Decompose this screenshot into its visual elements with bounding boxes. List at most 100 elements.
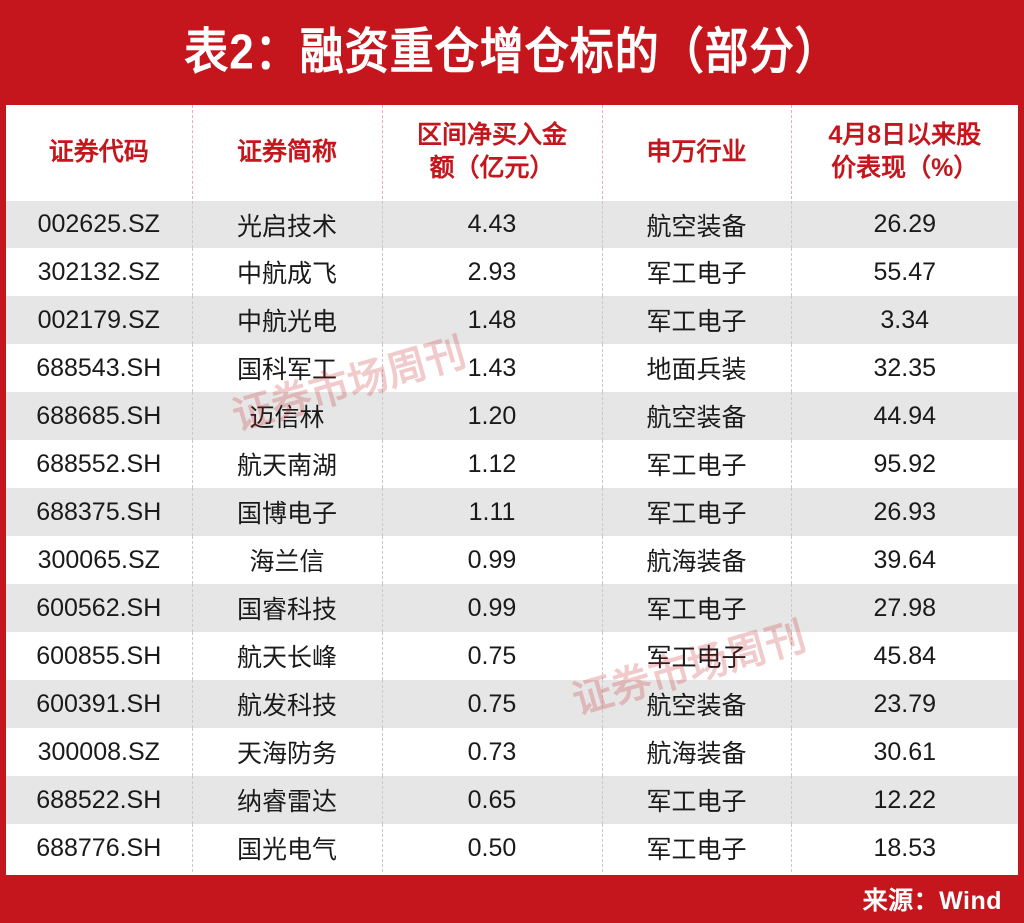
cell-price-performance: 26.93 — [791, 488, 1018, 536]
cell-net-buy-amount: 0.99 — [382, 536, 603, 584]
cell-security-name: 中航光电 — [192, 296, 383, 344]
column-header-name-line1: 证券简称 — [236, 137, 337, 166]
cell-security-code: 002625.SZ — [6, 200, 193, 248]
data-table: 证券代码 证券简称 区间净买入金 额（亿元） 申万行业 4月8日以来股 价表现（ — [6, 105, 1018, 872]
data-table-container: 证券代码 证券简称 区间净买入金 额（亿元） 申万行业 4月8日以来股 价表现（ — [6, 105, 1018, 875]
cell-industry: 航空装备 — [602, 200, 792, 248]
table-header: 证券代码 证券简称 区间净买入金 额（亿元） 申万行业 4月8日以来股 价表现（ — [6, 105, 1018, 200]
cell-industry: 军工电子 — [602, 248, 792, 296]
table-row: 688776.SH 国光电气 0.50 军工电子 18.53 — [6, 824, 1018, 872]
cell-industry: 航空装备 — [602, 680, 792, 728]
cell-security-code: 688776.SH — [6, 824, 193, 872]
cell-security-code: 600391.SH — [6, 680, 193, 728]
cell-security-code: 688543.SH — [6, 344, 193, 392]
cell-security-name: 国科军工 — [192, 344, 383, 392]
cell-security-code: 600855.SH — [6, 632, 193, 680]
cell-industry: 军工电子 — [602, 488, 792, 536]
column-header-name: 证券简称 — [192, 105, 383, 200]
cell-price-performance: 39.64 — [791, 536, 1018, 584]
cell-security-code: 300065.SZ — [6, 536, 193, 584]
cell-industry: 军工电子 — [602, 440, 792, 488]
table-row: 688543.SH 国科军工 1.43 地面兵装 32.35 — [6, 344, 1018, 392]
cell-net-buy-amount: 4.43 — [382, 200, 603, 248]
cell-security-name: 国博电子 — [192, 488, 383, 536]
cell-security-code: 600562.SH — [6, 584, 193, 632]
cell-net-buy-amount: 0.50 — [382, 824, 603, 872]
table-row: 300065.SZ 海兰信 0.99 航海装备 39.64 — [6, 536, 1018, 584]
cell-security-code: 688375.SH — [6, 488, 193, 536]
cell-net-buy-amount: 0.65 — [382, 776, 603, 824]
cell-security-code: 302132.SZ — [6, 248, 193, 296]
cell-net-buy-amount: 0.75 — [382, 680, 603, 728]
column-header-code: 证券代码 — [6, 105, 193, 200]
cell-net-buy-amount: 0.75 — [382, 632, 603, 680]
table-row: 688375.SH 国博电子 1.11 军工电子 26.93 — [6, 488, 1018, 536]
table-row: 688685.SH 迈信林 1.20 航空装备 44.94 — [6, 392, 1018, 440]
cell-price-performance: 55.47 — [791, 248, 1018, 296]
cell-net-buy-amount: 2.93 — [382, 248, 603, 296]
column-header-net-buy-line1: 区间净买入金 — [416, 121, 567, 149]
cell-net-buy-amount: 1.43 — [382, 344, 603, 392]
cell-security-name: 国光电气 — [192, 824, 383, 872]
column-header-industry: 申万行业 — [602, 105, 792, 200]
column-header-performance-line1: 4月8日以来股 — [828, 121, 982, 149]
cell-industry: 地面兵装 — [602, 344, 792, 392]
column-header-net-buy-line2: 额（亿元） — [429, 154, 555, 182]
cell-price-performance: 12.22 — [791, 776, 1018, 824]
table-row: 688552.SH 航天南湖 1.12 军工电子 95.92 — [6, 440, 1018, 488]
title-banner: 表2：融资重仓增仓标的（部分） — [0, 0, 1024, 105]
cell-industry: 航空装备 — [602, 392, 792, 440]
cell-security-code: 002179.SZ — [6, 296, 193, 344]
cell-industry: 航海装备 — [602, 728, 792, 776]
cell-industry: 军工电子 — [602, 776, 792, 824]
cell-security-name: 海兰信 — [192, 536, 383, 584]
table-row: 302132.SZ 中航成飞 2.93 军工电子 55.47 — [6, 248, 1018, 296]
cell-price-performance: 3.34 — [791, 296, 1018, 344]
cell-net-buy-amount: 1.48 — [382, 296, 603, 344]
cell-security-name: 航天南湖 — [192, 440, 383, 488]
cell-security-name: 航天长峰 — [192, 632, 383, 680]
table-row: 002179.SZ 中航光电 1.48 军工电子 3.34 — [6, 296, 1018, 344]
cell-net-buy-amount: 1.11 — [382, 488, 603, 536]
cell-industry: 军工电子 — [602, 824, 792, 872]
cell-price-performance: 44.94 — [791, 392, 1018, 440]
cell-price-performance: 26.29 — [791, 200, 1018, 248]
cell-price-performance: 30.61 — [791, 728, 1018, 776]
cell-security-code: 688685.SH — [6, 392, 193, 440]
column-header-performance: 4月8日以来股 价表现（%） — [791, 105, 1018, 200]
table-header-row: 证券代码 证券简称 区间净买入金 额（亿元） 申万行业 4月8日以来股 价表现（ — [6, 105, 1018, 200]
cell-net-buy-amount: 1.20 — [382, 392, 603, 440]
cell-net-buy-amount: 0.73 — [382, 728, 603, 776]
table-row: 300008.SZ 天海防务 0.73 航海装备 30.61 — [6, 728, 1018, 776]
table-body: 002625.SZ 光启技术 4.43 航空装备 26.29 302132.SZ 中航成飞 2… — [6, 200, 1018, 872]
cell-security-code: 688552.SH — [6, 440, 193, 488]
cell-security-name: 光启技术 — [192, 200, 383, 248]
cell-security-code: 688522.SH — [6, 776, 193, 824]
cell-industry: 军工电子 — [602, 296, 792, 344]
cell-industry: 军工电子 — [602, 632, 792, 680]
cell-price-performance: 23.79 — [791, 680, 1018, 728]
column-header-performance-line2: 价表现（%） — [831, 154, 979, 182]
cell-security-name: 中航成飞 — [192, 248, 383, 296]
table-row: 002625.SZ 光启技术 4.43 航空装备 26.29 — [6, 200, 1018, 248]
cell-security-name: 国睿科技 — [192, 584, 383, 632]
cell-security-name: 天海防务 — [192, 728, 383, 776]
cell-price-performance: 32.35 — [791, 344, 1018, 392]
cell-security-name: 迈信林 — [192, 392, 383, 440]
cell-price-performance: 18.53 — [791, 824, 1018, 872]
page-title: 表2：融资重仓增仓标的（部分） — [184, 24, 840, 80]
column-header-net-buy: 区间净买入金 额（亿元） — [382, 105, 603, 200]
cell-security-code: 300008.SZ — [6, 728, 193, 776]
table-row: 600855.SH 航天长峰 0.75 军工电子 45.84 — [6, 632, 1018, 680]
table-row: 600562.SH 国睿科技 0.99 军工电子 27.98 — [6, 584, 1018, 632]
cell-industry: 军工电子 — [602, 584, 792, 632]
cell-net-buy-amount: 1.12 — [382, 440, 603, 488]
table-row: 600391.SH 航发科技 0.75 航空装备 23.79 — [6, 680, 1018, 728]
source-label: 来源：Wind — [862, 887, 1002, 915]
table-row: 688522.SH 纳睿雷达 0.65 军工电子 12.22 — [6, 776, 1018, 824]
cell-price-performance: 27.98 — [791, 584, 1018, 632]
cell-price-performance: 95.92 — [791, 440, 1018, 488]
cell-security-name: 航发科技 — [192, 680, 383, 728]
cell-security-name: 纳睿雷达 — [192, 776, 383, 824]
column-header-code-line1: 证券代码 — [48, 137, 149, 166]
